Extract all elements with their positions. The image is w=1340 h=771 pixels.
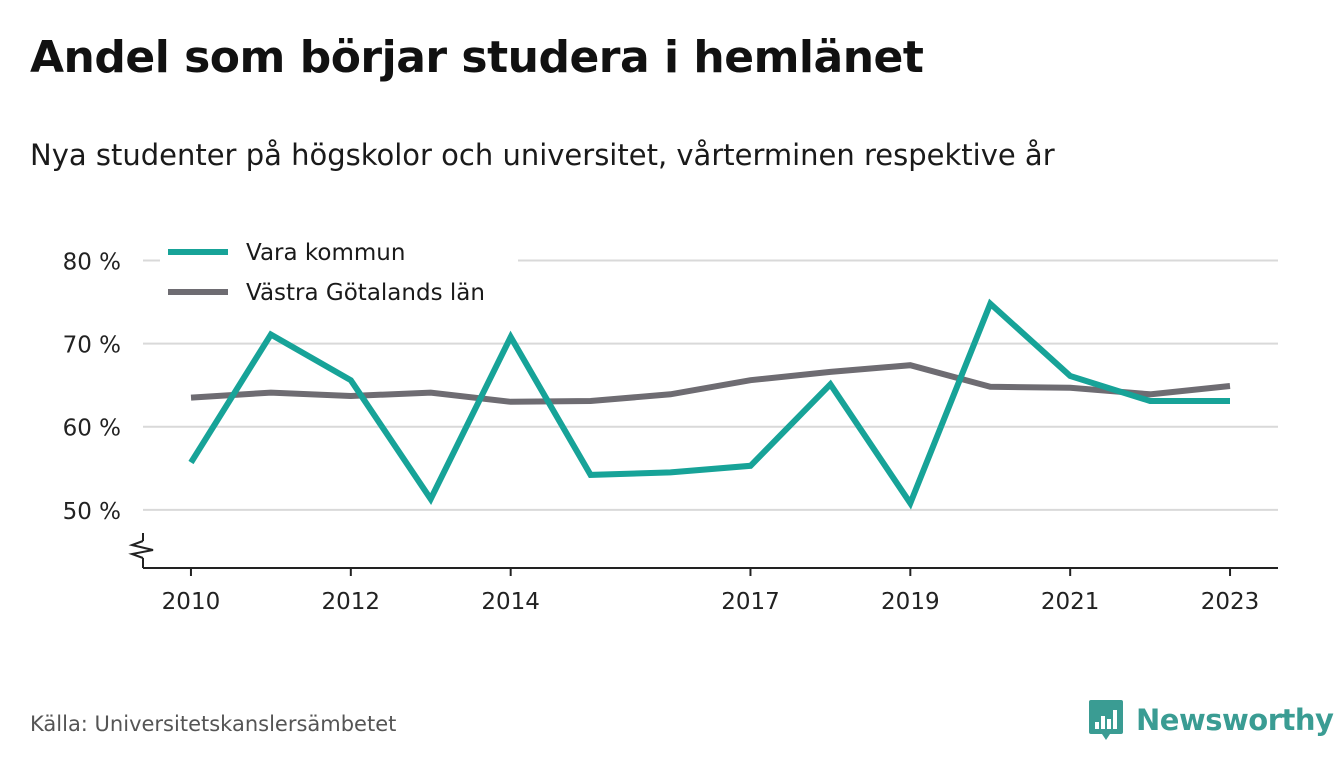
chart-subtitle: Nya studenter på högskolor och universit… — [30, 138, 1055, 172]
brand-name: Newsworthy — [1136, 703, 1334, 737]
newsworthy-logo-icon — [1089, 700, 1123, 740]
legend-label: Västra Götalands län — [246, 280, 485, 306]
y-axis-break-icon — [128, 540, 154, 559]
y-tick-label: 60 % — [63, 416, 121, 442]
x-tick-label: 2017 — [721, 589, 780, 615]
axis-layer: 80 % 70 % 60 % 50 % 2010 2012 2014 2017 2019 2021… — [63, 250, 1278, 615]
x-tick-label: 2023 — [1201, 589, 1260, 615]
x-tick-label: 2012 — [322, 589, 381, 615]
x-tick-label: 2021 — [1041, 589, 1100, 615]
x-tick-label: 2010 — [162, 589, 221, 615]
chart-title: Andel som börjar studera i hemlänet — [30, 32, 924, 83]
series-line-vastra-gotalands-lan — [190, 362, 1231, 405]
source-note: Källa: Universitetskanslersämbetet — [30, 712, 397, 736]
brand-logo: Newsworthy — [1088, 698, 1334, 742]
series-line-vara-kommun — [188, 298, 1230, 510]
legend: Vara kommun Västra Götalands län — [160, 236, 518, 314]
x-tick-label: 2014 — [481, 589, 540, 615]
y-tick-label: 80 % — [63, 250, 121, 276]
y-tick-label: 50 % — [63, 499, 121, 525]
x-tick-label: 2019 — [881, 589, 940, 615]
series-layer — [188, 298, 1231, 510]
y-tick-label: 70 % — [63, 333, 121, 359]
legend-label: Vara kommun — [246, 240, 405, 266]
